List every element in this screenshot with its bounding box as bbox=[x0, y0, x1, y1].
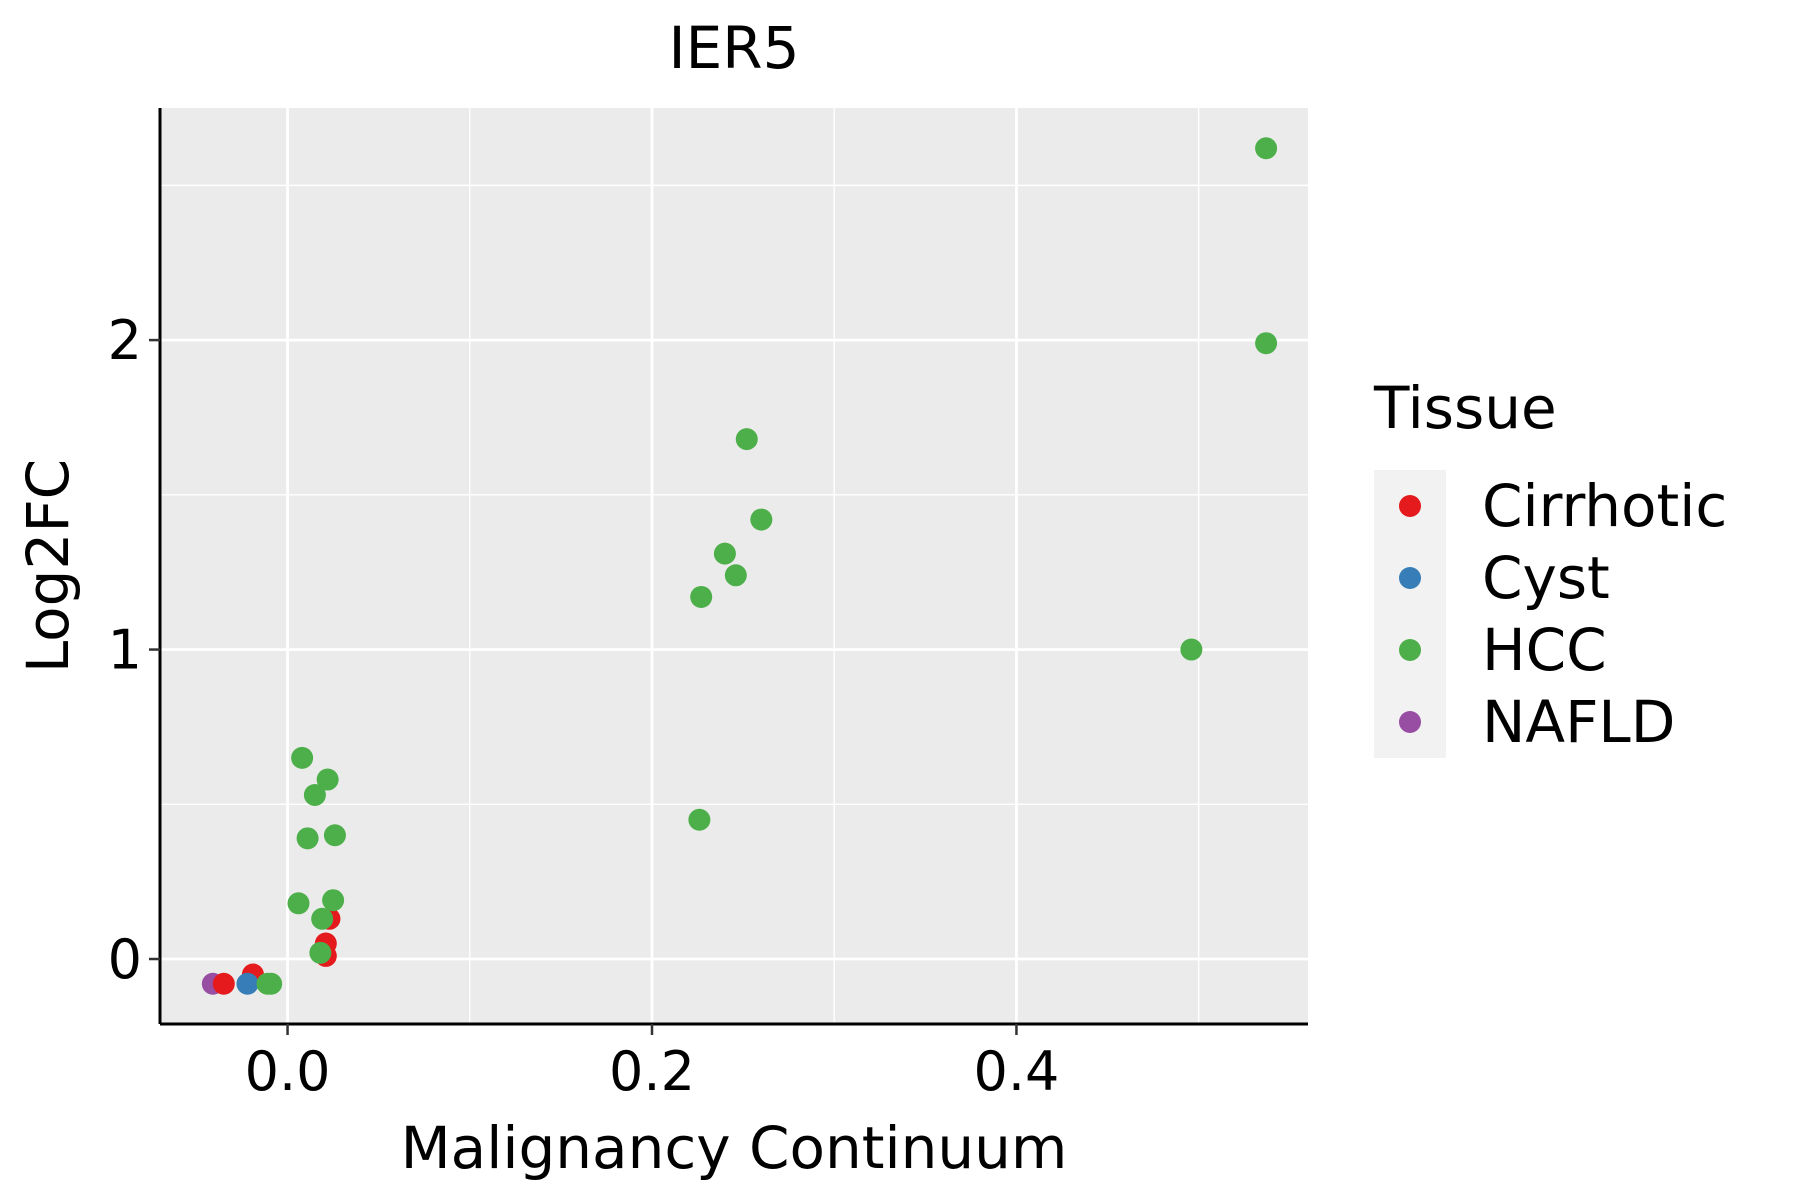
data-point-hcc bbox=[322, 889, 345, 912]
data-point-hcc bbox=[1180, 638, 1203, 661]
chart-title: IER5 bbox=[669, 14, 800, 82]
y-tick-label: 1 bbox=[108, 619, 142, 682]
y-tick-label: 0 bbox=[108, 928, 142, 991]
data-point-hcc bbox=[323, 824, 346, 847]
legend-key-nafld bbox=[1399, 711, 1421, 733]
data-point-hcc bbox=[291, 746, 314, 769]
x-axis-label: Malignancy Continuum bbox=[401, 1114, 1068, 1182]
data-points bbox=[201, 137, 1278, 995]
major-gridlines bbox=[160, 108, 1308, 1024]
x-axis-ticks: 0.0 0.2 0.4 bbox=[245, 1024, 1059, 1103]
minor-gridlines bbox=[160, 108, 1308, 1024]
x-tick-label: 0.2 bbox=[609, 1040, 695, 1103]
data-point-cyst bbox=[236, 972, 259, 995]
x-tick-label: 0.4 bbox=[973, 1040, 1059, 1103]
data-point-hcc bbox=[690, 585, 713, 608]
legend-key-cirrhotic bbox=[1399, 495, 1421, 517]
data-point-hcc bbox=[688, 808, 711, 831]
data-point-hcc bbox=[311, 907, 334, 930]
legend-key-cyst bbox=[1399, 567, 1421, 589]
legend-key-background bbox=[1374, 470, 1446, 758]
y-axis-label: Log2FC bbox=[14, 459, 82, 673]
data-point-hcc bbox=[713, 542, 736, 565]
y-axis-ticks: 0 1 2 bbox=[108, 309, 160, 991]
data-point-hcc bbox=[316, 768, 339, 791]
data-point-hcc bbox=[724, 564, 747, 587]
y-tick-label: 2 bbox=[108, 309, 142, 372]
data-point-cirrhotic bbox=[212, 972, 235, 995]
legend-label-hcc: HCC bbox=[1482, 616, 1607, 684]
legend-key-hcc bbox=[1399, 639, 1421, 661]
legend-label-cirrhotic: Cirrhotic bbox=[1482, 472, 1727, 540]
x-tick-label: 0.0 bbox=[245, 1040, 331, 1103]
data-point-hcc bbox=[1255, 137, 1278, 160]
data-point-hcc bbox=[287, 892, 310, 915]
data-point-hcc bbox=[1255, 332, 1278, 355]
data-point-hcc bbox=[750, 508, 773, 531]
legend-label-cyst: Cyst bbox=[1482, 544, 1610, 612]
data-point-hcc bbox=[256, 972, 279, 995]
data-point-hcc bbox=[735, 428, 758, 451]
data-point-hcc bbox=[296, 827, 319, 850]
legend-title: Tissue bbox=[1373, 374, 1557, 442]
data-point-hcc bbox=[309, 941, 332, 964]
legend-label-nafld: NAFLD bbox=[1482, 688, 1675, 756]
data-point-hcc bbox=[303, 784, 326, 806]
